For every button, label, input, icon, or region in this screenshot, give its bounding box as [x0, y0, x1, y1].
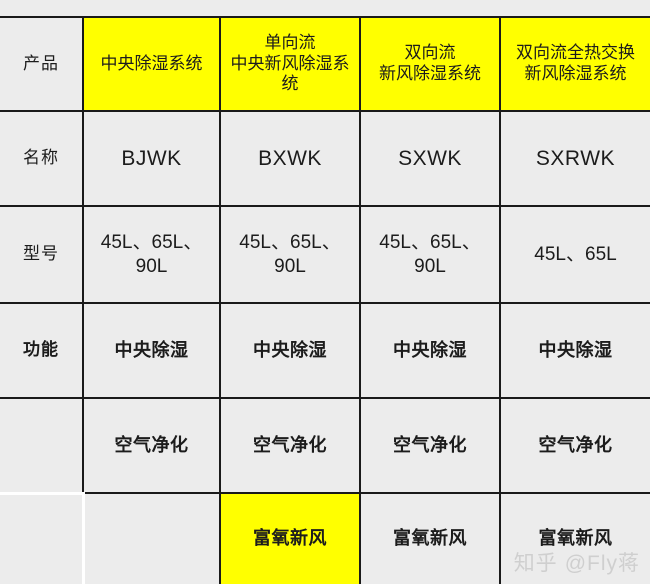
row-label-function-2-empty	[0, 397, 84, 494]
product-model-col2: 45L、65L、90L	[219, 205, 361, 304]
product-name-col1: BJWK	[82, 110, 221, 207]
table-row-name: 名称 BJWK BXWK SXWK SXRWK	[0, 110, 650, 207]
table-row-model: 型号 45L、65L、90L 45L、65L、90L 45L、65L、90L 4…	[0, 205, 650, 304]
product-name-col4: SXRWK	[499, 110, 650, 207]
product-model-col4: 45L、65L	[499, 205, 650, 304]
product-header-col4: 双向流全热交换 新风除湿系统	[499, 16, 650, 112]
row-label-product: 产品	[0, 16, 84, 112]
table-row-function-1: 功能 中央除湿 中央除湿 中央除湿 中央除湿	[0, 302, 650, 399]
function-3-col2: 富氧新风	[219, 492, 361, 584]
function-2-col4: 空气净化	[499, 397, 650, 494]
function-2-col2: 空气净化	[219, 397, 361, 494]
function-2-col1: 空气净化	[82, 397, 221, 494]
function-1-col2: 中央除湿	[219, 302, 361, 399]
row-label-model: 型号	[0, 205, 84, 304]
function-1-col1: 中央除湿	[82, 302, 221, 399]
product-model-col1: 45L、65L、90L	[82, 205, 221, 304]
product-model-col3: 45L、65L、90L	[359, 205, 501, 304]
function-1-col3: 中央除湿	[359, 302, 501, 399]
product-name-col2: BXWK	[219, 110, 361, 207]
table-row-function-3: 富氧新风 富氧新风 富氧新风	[0, 491, 650, 584]
function-3-col1	[82, 492, 221, 584]
function-3-col3: 富氧新风	[359, 492, 501, 584]
table-row-product: 产品 中央除湿系统 单向流 中央新风除湿系统 双向流 新风除湿系统 双向流全热交换新…	[0, 16, 650, 112]
row-label-function: 功能	[0, 302, 84, 399]
function-3-col4: 富氧新风	[499, 492, 650, 584]
function-1-col4: 中央除湿	[499, 302, 650, 399]
product-comparison-table: 产品 中央除湿系统 单向流 中央新风除湿系统 双向流 新风除湿系统 双向流全热交换新…	[0, 16, 650, 584]
product-name-col3: SXWK	[359, 110, 501, 207]
row-label-function-3-empty	[0, 491, 85, 584]
product-header-col2: 单向流 中央新风除湿系统	[219, 16, 361, 112]
table-row-function-2: 空气净化 空气净化 空气净化 空气净化	[0, 397, 650, 494]
product-header-col3: 双向流 新风除湿系统	[359, 16, 501, 112]
product-header-col1: 中央除湿系统	[82, 16, 221, 112]
row-label-name: 名称	[0, 110, 84, 207]
function-2-col3: 空气净化	[359, 397, 501, 494]
